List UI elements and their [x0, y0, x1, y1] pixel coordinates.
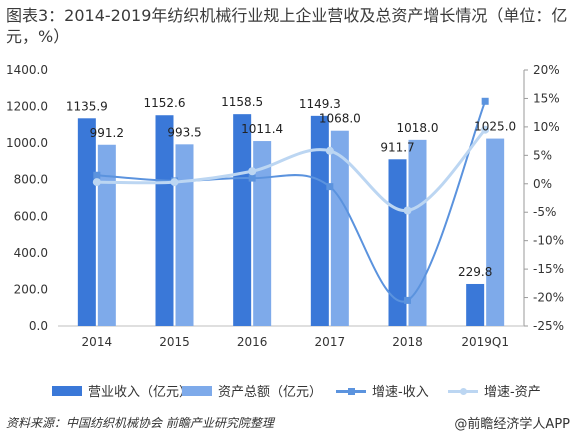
point-revenue-growth — [326, 183, 334, 191]
legend: 营业收入（亿元） 资产总额（亿元） 增速-收入 增速-资产 — [0, 381, 578, 401]
data-label-assets: 993.5 — [167, 125, 201, 139]
y-right-tick-label: -15% — [533, 262, 564, 276]
legend-swatch-revenue — [52, 385, 82, 396]
point-revenue-growth — [404, 296, 411, 304]
y-left-tick-label: 1000.0 — [6, 136, 48, 150]
legend-swatch-assets-growth — [448, 384, 478, 398]
bar-assets — [408, 139, 427, 326]
y-right-tick-label: -20% — [533, 291, 564, 305]
data-label-assets: 1025.0 — [474, 120, 516, 134]
y-left-tick-label: 200.0 — [14, 282, 48, 296]
data-label-revenue: 229.8 — [458, 265, 492, 279]
point-assets-growth — [403, 206, 412, 215]
y-right-tick-label: 5% — [533, 148, 552, 162]
y-left-tick-label: 400.0 — [14, 246, 48, 260]
x-tick-label: 2019Q1 — [461, 335, 509, 349]
data-label-revenue: 911.7 — [380, 140, 414, 154]
y-right-tick-label: -25% — [533, 319, 564, 333]
data-label-revenue: 1149.3 — [299, 97, 341, 111]
legend-item-revenue-growth: 增速-收入 — [336, 381, 429, 400]
bar-revenue — [310, 115, 329, 326]
y-right-tick-label: 10% — [533, 120, 560, 134]
bar-assets — [253, 141, 272, 326]
chart-title: 图表3：2014-2019年纺织机械行业规上企业营收及总资产增长情况（单位：亿元… — [6, 6, 568, 46]
bar-assets — [330, 130, 349, 326]
y-right-tick-label: -10% — [533, 234, 564, 248]
data-label-revenue: 1135.9 — [66, 99, 108, 113]
bar-assets — [97, 144, 116, 326]
y-right-tick-label: 15% — [533, 91, 560, 105]
x-tick-label: 2015 — [159, 335, 190, 349]
data-label-revenue: 1152.6 — [144, 96, 186, 110]
bar-revenue — [77, 118, 96, 326]
point-assets-growth — [170, 178, 179, 187]
x-tick-label: 2018 — [392, 335, 423, 349]
bar-revenue — [233, 114, 252, 326]
source-note: 资料来源：中国纺织机械协会 前瞻产业研究院整理 — [6, 416, 274, 430]
data-label-assets: 1011.4 — [241, 122, 283, 136]
data-label-assets: 1018.0 — [397, 121, 439, 135]
y-left-tick-label: 1200.0 — [6, 100, 48, 114]
bar-revenue — [466, 283, 485, 326]
y-left-tick-label: 600.0 — [14, 209, 48, 223]
point-assets-growth — [248, 167, 257, 176]
point-assets-growth — [325, 146, 334, 155]
y-left-tick-label: 0.0 — [29, 319, 48, 333]
y-left-tick-label: 1400.0 — [6, 63, 48, 77]
x-tick-label: 2016 — [237, 335, 268, 349]
y-right-tick-label: 20% — [533, 63, 560, 77]
legend-item-revenue: 营业收入（亿元） — [52, 381, 192, 400]
y-left-tick-label: 800.0 — [14, 173, 48, 187]
legend-swatch-revenue-growth — [336, 384, 366, 398]
point-assets-growth — [92, 178, 101, 187]
bar-revenue — [155, 115, 174, 326]
legend-label-assets: 资产总额（亿元） — [218, 385, 323, 400]
y-right-tick-label: -5% — [533, 205, 556, 219]
bar-assets — [175, 144, 194, 326]
legend-label-revenue: 营业收入（亿元） — [88, 385, 193, 400]
x-tick-label: 2014 — [82, 335, 113, 349]
legend-item-assets: 资产总额（亿元） — [182, 381, 322, 400]
line-assets-growth — [96, 128, 487, 213]
legend-label-assets-growth: 增速-资产 — [484, 385, 541, 400]
data-label-revenue: 1158.5 — [221, 95, 263, 109]
data-label-assets: 1068.0 — [319, 112, 361, 126]
bar-assets — [486, 138, 505, 326]
legend-swatch-assets — [182, 385, 212, 396]
brand-credit: @前瞻经济学人APP — [454, 417, 570, 432]
bar-revenue — [388, 159, 407, 326]
x-tick-label: 2017 — [315, 335, 346, 349]
point-revenue-growth — [93, 171, 101, 179]
point-revenue-growth — [481, 97, 489, 105]
y-right-tick-label: 0% — [533, 177, 552, 191]
point-assets-growth — [481, 125, 490, 134]
legend-label-revenue-growth: 增速-收入 — [372, 385, 429, 400]
data-label-assets: 991.2 — [90, 126, 124, 140]
legend-item-assets-growth: 增速-资产 — [448, 381, 541, 400]
point-revenue-growth — [248, 174, 256, 182]
